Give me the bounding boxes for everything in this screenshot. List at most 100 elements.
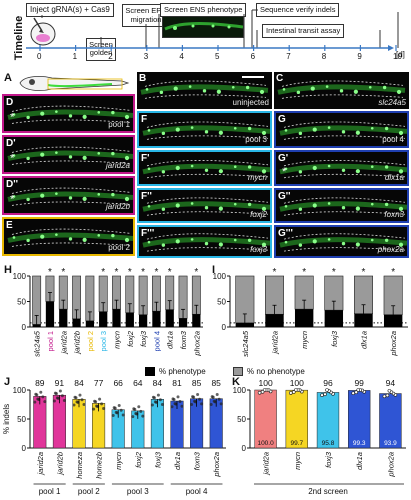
- significance-asterisk: *: [168, 267, 172, 278]
- significance-asterisk: *: [141, 267, 145, 278]
- bar-phenotype: [138, 314, 148, 327]
- timeline-tick-label: 9: [357, 52, 362, 61]
- bar-phenotype: [235, 322, 255, 327]
- data-point: [171, 397, 175, 401]
- scale-bar: [242, 76, 264, 78]
- data-point: [196, 393, 200, 397]
- panel-F-label: F: [141, 114, 148, 125]
- bar-phenotype: [383, 314, 403, 327]
- group-label: 2nd screen: [308, 487, 348, 496]
- timeline-tick-label: 6: [250, 52, 256, 61]
- data-point: [98, 397, 102, 401]
- timeline-tick-label: 2: [108, 52, 113, 61]
- legend-no-phenotype-swatch: [233, 367, 243, 376]
- legend-no-phenotype-label: % no phenotype: [247, 367, 305, 376]
- x-tick-label: phox2a: [389, 331, 398, 357]
- panel-G2-label: G'': [278, 191, 291, 202]
- y-tick-label: 0: [222, 323, 227, 332]
- x-tick-label: pool 1: [46, 331, 55, 351]
- event-inject: Inject gRNA(s) + Cas9: [26, 3, 114, 17]
- data-point: [137, 405, 141, 409]
- asterisk-icon: *: [282, 166, 287, 178]
- panel-D2: * D'' jarid2b: [2, 176, 135, 215]
- group-label: pool 2: [78, 487, 100, 496]
- panel-H-label: H: [4, 264, 12, 276]
- panel-E-caption: pool 2: [108, 243, 130, 252]
- gut-fluorescence: [279, 233, 407, 252]
- x-tick-label: pool 4: [152, 331, 161, 351]
- data-point: [41, 395, 45, 399]
- bar-inner-label: 95.8: [322, 440, 335, 447]
- bar-inner-label: 99.7: [290, 440, 303, 447]
- bar-phenotype: [294, 309, 314, 327]
- data-point: [43, 400, 47, 404]
- x-tick-label: slc24a5: [33, 330, 42, 357]
- panel-G1-caption: dlx1a: [384, 173, 404, 182]
- x-tick-label: mycn: [113, 331, 122, 349]
- bar: [92, 403, 106, 449]
- panel-G3-caption: phox2a: [377, 245, 404, 254]
- significance-asterisk: *: [391, 267, 395, 278]
- y-tick-label: 100: [233, 386, 247, 395]
- bar-top-label: 84: [74, 378, 84, 388]
- bar-inner-label: 93.9: [384, 440, 397, 447]
- bar: [150, 399, 164, 449]
- panel-F2: F'' foxj2: [137, 188, 272, 223]
- data-point: [190, 402, 194, 406]
- significance-asterisk: *: [154, 267, 158, 278]
- data-point: [134, 411, 138, 415]
- timeline-tick-label: 1: [72, 52, 78, 61]
- data-point: [217, 397, 221, 401]
- panel-A: A: [2, 72, 133, 92]
- gut-fluorescence: [277, 80, 406, 99]
- data-point: [193, 399, 197, 403]
- x-tick-label: pool 2: [86, 331, 95, 351]
- data-point: [356, 388, 360, 392]
- y-tick-label: 0: [22, 323, 27, 332]
- x-tick-label: foxn3: [179, 330, 188, 349]
- data-point: [170, 405, 174, 409]
- x-tick-label: foxj3: [330, 330, 339, 347]
- data-point: [60, 394, 64, 398]
- chart-I: 0 50 100 slc24a5 * jarid2a * mycn * foxj3 * dlx1a * p…: [213, 267, 408, 357]
- data-point: [92, 407, 96, 411]
- gut-fluorescence: *: [7, 146, 133, 165]
- gut-fluorescence: [142, 233, 270, 252]
- embryo-icon: [30, 17, 56, 46]
- bar-top-label: 100: [259, 378, 273, 388]
- event-epc-text: Screen EPC migration: [125, 6, 167, 24]
- bar-top-label: 85: [211, 378, 221, 388]
- data-point: [139, 409, 143, 413]
- y-tick-label: 0: [242, 444, 247, 453]
- data-point: [52, 399, 56, 403]
- data-point: [320, 393, 324, 398]
- x-tick-label: foxj2: [134, 451, 143, 468]
- data-point: [173, 402, 177, 406]
- data-point: [257, 390, 262, 395]
- event-transit: Intestinal transit assay: [262, 24, 345, 38]
- timeline-tick-label: 5: [215, 52, 220, 61]
- x-tick-label: phox2a: [192, 331, 201, 357]
- panel-G1: * G' dlx1a: [274, 150, 409, 186]
- panel-F1: F' mycn: [137, 150, 272, 186]
- data-point: [34, 392, 38, 396]
- legend-phenotype-swatch: [145, 367, 155, 376]
- panel-F1-label: F': [141, 153, 150, 164]
- y-tick-label: 100: [13, 386, 27, 395]
- panel-B-label: B: [139, 73, 147, 84]
- data-point: [102, 407, 106, 411]
- gut-fluorescence: [279, 197, 407, 216]
- y-tick-label: 50: [17, 415, 26, 424]
- data-point: [72, 403, 76, 407]
- bar-top-label: 66: [113, 378, 123, 388]
- bar-phenotype: [59, 309, 68, 327]
- panel-G-caption: pool 4: [382, 135, 404, 144]
- data-point: [382, 394, 387, 399]
- panel-F1-caption: mycn: [247, 173, 267, 182]
- data-point: [385, 393, 390, 398]
- x-tick-label: jarid2b: [55, 452, 64, 476]
- bar-phenotype: [354, 313, 373, 327]
- panel-G2-caption: foxn3: [384, 210, 404, 219]
- x-tick-label: dlx1a: [360, 331, 369, 349]
